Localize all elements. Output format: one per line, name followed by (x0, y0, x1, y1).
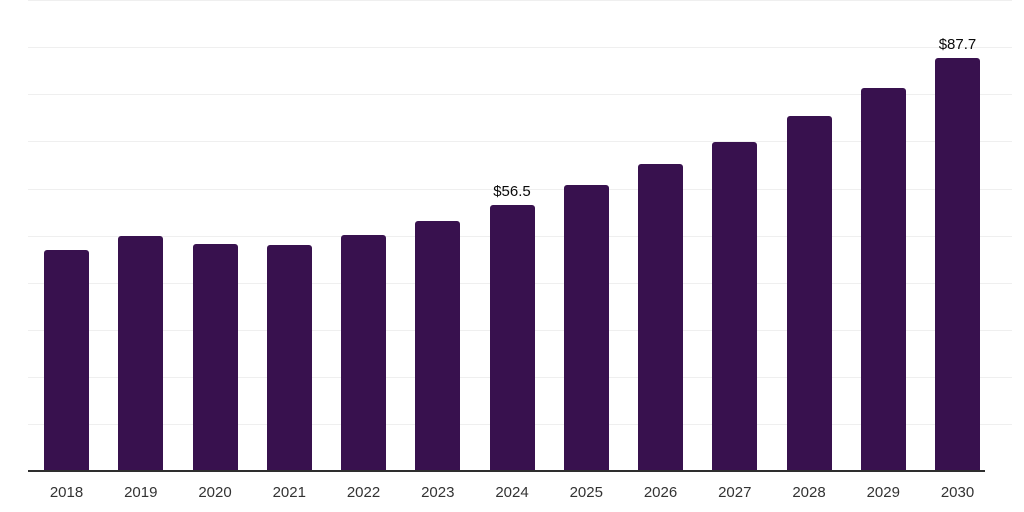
bar-2030 (935, 58, 980, 471)
bar-2018 (44, 249, 89, 471)
x-tick-2022: 2022 (346, 484, 381, 501)
bar-2021 (266, 244, 312, 471)
gridline-70 (28, 141, 1012, 142)
bar-2022 (341, 234, 386, 471)
gridline-80 (28, 94, 1012, 95)
bar-2024 (489, 204, 535, 471)
x-axis-line (28, 470, 985, 472)
bar-2023 (415, 221, 461, 471)
data-label-2030: $87.7 (938, 36, 977, 54)
bar-2028 (786, 116, 832, 471)
x-tick-2025: 2025 (569, 484, 603, 501)
gridline-60 (28, 189, 1012, 190)
data-label-2024: $56.5 (493, 182, 531, 200)
x-tick-2023: 2023 (421, 484, 455, 501)
x-tick-2019: 2019 (124, 484, 158, 501)
x-tick-2024: 2024 (495, 484, 529, 501)
x-tick-2030: 2030 (940, 484, 975, 501)
x-tick-2020: 2020 (198, 484, 232, 501)
bar-2025 (563, 184, 609, 471)
x-tick-2018: 2018 (49, 484, 84, 501)
bar-2027 (712, 141, 758, 471)
x-tick-2028: 2028 (792, 484, 826, 501)
x-tick-2021: 2021 (272, 484, 306, 501)
gridline-100 (28, 0, 1012, 1)
bar-2020 (192, 243, 238, 471)
x-tick-2029: 2029 (866, 484, 900, 501)
bar-2029 (860, 88, 906, 471)
bar-2026 (638, 163, 683, 471)
x-tick-2027: 2027 (718, 484, 752, 501)
x-tick-2026: 2026 (643, 484, 678, 501)
gridline-90 (28, 47, 1012, 48)
bar-2019 (118, 235, 164, 471)
